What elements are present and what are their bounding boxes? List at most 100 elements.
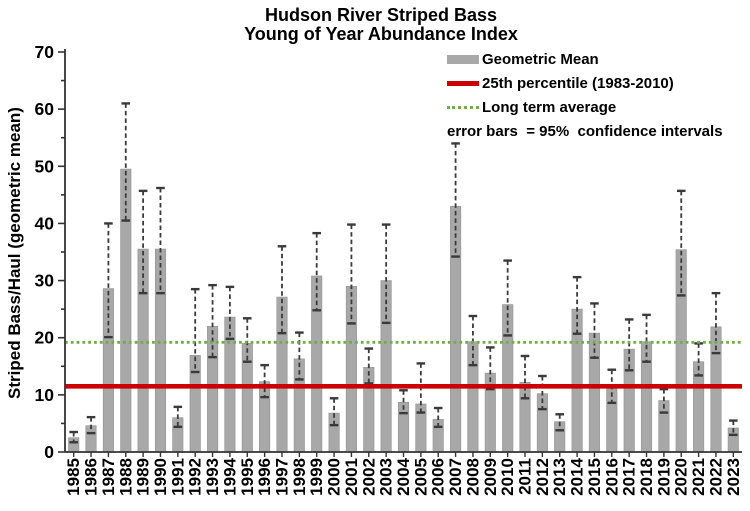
x-tick-label-2006: 2006 <box>429 458 448 496</box>
error-bar-1985 <box>69 430 78 444</box>
x-tick-label-2000: 2000 <box>325 458 344 496</box>
x-tick-label-2004: 2004 <box>394 457 413 495</box>
error-bar-1995 <box>242 317 252 363</box>
y-tick-label-40: 40 <box>35 213 55 233</box>
x-tick-label-1999: 1999 <box>307 458 326 496</box>
x-tick-label-1992: 1992 <box>186 458 205 496</box>
x-tick-label-1995: 1995 <box>238 458 257 496</box>
error-bar-2018 <box>642 313 651 363</box>
error-bar-1988 <box>121 102 131 222</box>
error-bar-2009 <box>485 346 495 391</box>
x-tick-label-1996: 1996 <box>255 458 274 496</box>
error-bar-1993 <box>208 283 217 359</box>
x-tick-label-1988: 1988 <box>116 458 135 496</box>
x-tick-label-2022: 2022 <box>706 458 725 496</box>
x-tick-label-2017: 2017 <box>620 458 639 496</box>
x-tick-label-2020: 2020 <box>672 458 691 496</box>
legend-row-geometric-mean: Geometric Mean <box>447 47 723 71</box>
error-bar-2022 <box>711 291 721 355</box>
x-tick-label-2007: 2007 <box>446 458 465 496</box>
error-bar-2012 <box>538 374 547 411</box>
legend: Geometric Mean 25th percentile (1983-201… <box>447 47 723 143</box>
error-bar-2015 <box>590 302 599 359</box>
x-tick-label-2023: 2023 <box>724 458 743 496</box>
error-bar-2003 <box>381 223 391 325</box>
x-tick-label-1985: 1985 <box>64 458 83 496</box>
x-tick-label-1994: 1994 <box>220 457 239 495</box>
bar-2018 <box>640 341 653 453</box>
error-bar-2006 <box>433 406 443 429</box>
y-tick-label-50: 50 <box>35 156 55 176</box>
error-bar-2004 <box>399 389 408 415</box>
legend-row-error-note: error bars = 95% confidence intervals <box>447 119 723 143</box>
bar-2020 <box>675 249 687 453</box>
chart-title-line2: Young of Year Abundance Index <box>244 24 518 44</box>
x-tick-label-2011: 2011 <box>516 458 535 495</box>
y-tick-label-20: 20 <box>35 328 55 348</box>
legend-row-percentile: 25th percentile (1983-2010) <box>447 71 723 95</box>
error-bar-2000 <box>329 397 339 427</box>
x-tick-label-2015: 2015 <box>585 458 604 496</box>
error-bar-2008 <box>468 314 478 367</box>
error-bar-1990 <box>156 186 165 295</box>
error-bar-2014 <box>572 275 582 335</box>
error-bar-1997 <box>277 245 287 335</box>
error-bar-2017 <box>624 318 634 372</box>
y-tick-label-30: 30 <box>35 271 55 291</box>
red-line-swatch-icon <box>447 80 479 86</box>
x-tick-label-2003: 2003 <box>377 458 396 496</box>
x-tick-label-2002: 2002 <box>359 458 378 496</box>
chart-title: Hudson River Striped Bass Young of Year … <box>6 6 750 44</box>
bar-2000 <box>328 412 340 453</box>
x-tick-label-2019: 2019 <box>654 458 673 496</box>
legend-label-geometric-mean: Geometric Mean <box>482 50 599 68</box>
y-tick-label-60: 60 <box>35 99 55 119</box>
y-tick-label-10: 10 <box>35 385 55 405</box>
bar-1989 <box>137 248 149 453</box>
x-tick-label-2016: 2016 <box>602 458 621 496</box>
y-tick-label-0: 0 <box>44 442 54 462</box>
x-tick-label-1993: 1993 <box>203 458 222 496</box>
x-tick-label-1989: 1989 <box>134 458 153 496</box>
error-bar-1989 <box>138 189 148 295</box>
error-bars-group <box>69 102 738 444</box>
error-bar-1987 <box>104 222 113 339</box>
error-bar-1992 <box>190 287 200 374</box>
legend-label-percentile: 25th percentile (1983-2010) <box>482 74 674 92</box>
error-bar-2002 <box>364 347 374 385</box>
error-bar-2011 <box>520 354 530 400</box>
error-bar-2019 <box>659 387 669 414</box>
x-tick-label-2021: 2021 <box>689 458 708 496</box>
x-tick-label-1987: 1987 <box>99 458 118 496</box>
y-ticks-group: 0 10 20 30 40 50 60 70 <box>35 42 65 462</box>
error-bar-1991 <box>173 405 183 429</box>
x-tick-label-1997: 1997 <box>272 458 291 496</box>
x-tick-label-2010: 2010 <box>498 458 517 496</box>
chart-title-line1: Hudson River Striped Bass <box>264 5 498 25</box>
green-dotted-swatch-icon <box>447 105 479 109</box>
x-tick-label-1991: 1991 <box>168 458 187 496</box>
bar-1986 <box>85 425 97 453</box>
x-tick-label-2013: 2013 <box>550 458 569 496</box>
x-tick-label-1986: 1986 <box>82 458 101 496</box>
bar-1992 <box>189 355 201 453</box>
x-tick-label-1990: 1990 <box>151 458 170 496</box>
bar-2008 <box>467 341 479 453</box>
x-tick-label-2014: 2014 <box>568 457 587 495</box>
bar-2010 <box>502 304 514 453</box>
legend-error-note: error bars = 95% confidence intervals <box>447 122 723 140</box>
bar-2011 <box>519 381 531 453</box>
x-tick-label-1998: 1998 <box>290 458 309 496</box>
x-tick-label-2008: 2008 <box>463 458 482 496</box>
error-bar-2013 <box>555 413 565 432</box>
error-bar-2001 <box>347 223 356 325</box>
error-bar-2007 <box>451 142 460 258</box>
bar-1987 <box>102 288 114 453</box>
error-bar-1986 <box>86 415 96 435</box>
x-tick-label-2001: 2001 <box>342 458 361 496</box>
x-ticks-group: 1985198619871988198919901991199219931994… <box>64 452 743 496</box>
legend-label-long-term: Long term average <box>482 98 617 116</box>
y-axis-title: Striped Bass/Haul (geometric mean) <box>5 107 24 399</box>
